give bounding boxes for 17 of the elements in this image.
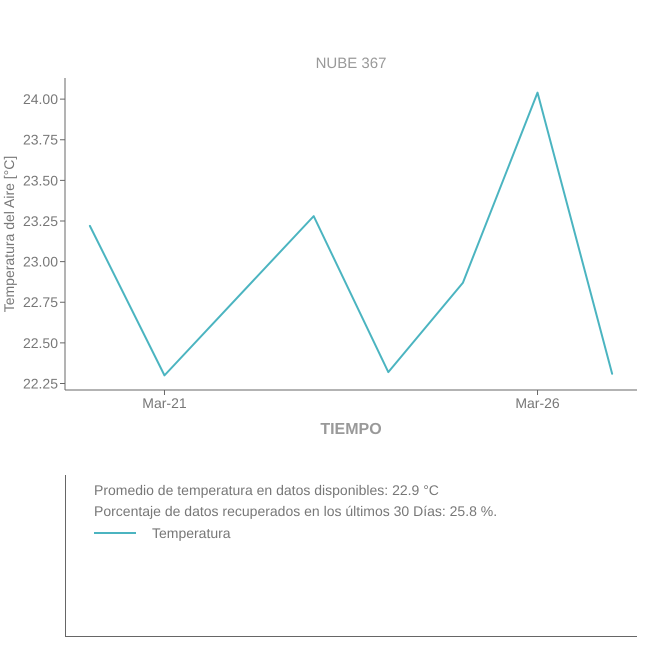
y-tick-label: 23.00 <box>22 254 58 270</box>
y-tick-label: 23.75 <box>22 132 58 148</box>
y-tick-label: 22.75 <box>22 294 58 310</box>
y-tick-label: 24.00 <box>22 91 58 108</box>
y-tick-label: 22.50 <box>22 334 58 351</box>
text: Promedio de temperatura en datos disponibles: 22.9 °C <box>94 482 439 498</box>
text: Porcentaje de datos recuperados en los últimos 30 Días: 25.8 %. <box>94 503 498 519</box>
x-tick-label: Mar-26 <box>515 394 560 411</box>
y-tick-label: 23.25 <box>22 212 58 229</box>
legend-label: Temperatura <box>152 524 231 540</box>
x-tick-label: Mar-21 <box>142 394 187 411</box>
y-axis-title: Temperatura del Aire [°C] <box>1 156 17 312</box>
y-tick-label: 22.25 <box>22 375 58 392</box>
chart-title: NUBE 367 <box>316 55 386 72</box>
x-axis-title: TIEMPO <box>320 421 382 438</box>
line-series <box>88 92 614 376</box>
y-tick-label: 23.50 <box>22 172 58 188</box>
